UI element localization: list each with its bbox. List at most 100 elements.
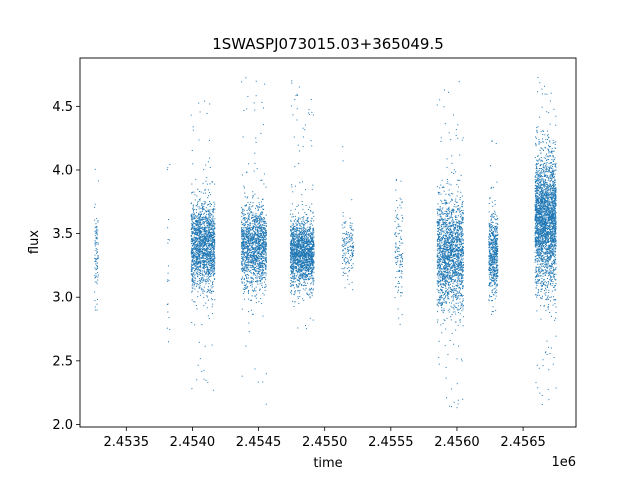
data-point	[167, 279, 169, 281]
data-point	[193, 267, 195, 269]
data-point	[212, 215, 214, 217]
data-point	[209, 265, 211, 267]
data-point	[293, 268, 295, 270]
data-point	[205, 218, 207, 220]
data-point	[305, 248, 307, 250]
data-point	[96, 233, 98, 235]
data-point	[256, 268, 258, 270]
data-point	[210, 275, 212, 277]
data-point	[261, 265, 263, 267]
data-point	[299, 257, 301, 259]
data-point	[199, 256, 201, 258]
data-point	[298, 276, 300, 278]
data-point	[193, 211, 195, 213]
data-point	[261, 224, 263, 226]
data-point	[249, 281, 251, 283]
data-point	[248, 242, 250, 244]
data-point	[212, 246, 214, 248]
data-point	[289, 282, 291, 284]
data-point	[258, 220, 260, 222]
data-point	[300, 238, 302, 240]
data-point	[192, 274, 194, 276]
data-point	[257, 248, 259, 250]
data-point	[198, 258, 200, 260]
data-point	[299, 253, 301, 255]
data-point	[290, 232, 292, 234]
data-point	[254, 223, 256, 225]
data-point	[300, 240, 302, 242]
data-point	[241, 212, 243, 214]
data-point	[306, 238, 308, 240]
data-point	[302, 233, 304, 235]
data-point	[206, 223, 208, 225]
data-point	[247, 240, 249, 242]
data-point	[295, 246, 297, 248]
data-point	[196, 230, 198, 232]
data-point	[196, 216, 198, 218]
data-point	[197, 267, 199, 269]
data-point	[210, 203, 212, 205]
data-point	[254, 233, 256, 235]
data-point	[296, 248, 298, 250]
data-point	[242, 238, 244, 240]
data-point	[245, 257, 247, 259]
data-point	[249, 265, 251, 267]
data-point	[214, 260, 216, 262]
data-point	[256, 294, 258, 296]
data-point	[260, 275, 262, 277]
data-point	[265, 264, 267, 266]
data-point	[201, 203, 203, 205]
data-point	[257, 283, 259, 285]
data-point	[244, 264, 246, 266]
data-point	[197, 200, 199, 202]
data-point	[299, 290, 301, 292]
data-point	[249, 237, 251, 239]
data-point	[263, 226, 265, 228]
data-point	[252, 252, 254, 254]
data-point	[207, 272, 209, 274]
data-point	[293, 226, 295, 228]
data-point	[262, 227, 264, 229]
data-point	[302, 244, 304, 246]
data-point	[309, 245, 311, 247]
data-point	[243, 254, 245, 255]
data-point	[306, 252, 308, 254]
data-point	[243, 251, 245, 253]
data-point	[202, 234, 204, 236]
data-point	[265, 259, 267, 261]
data-point	[297, 261, 299, 263]
data-point	[303, 231, 305, 233]
data-point	[292, 263, 294, 265]
data-point	[207, 233, 209, 235]
data-point	[198, 279, 200, 281]
data-point	[305, 268, 307, 270]
data-point	[295, 222, 297, 224]
data-point	[292, 300, 294, 302]
data-point	[208, 213, 210, 215]
data-point	[303, 241, 305, 243]
data-point	[296, 256, 298, 258]
data-point	[208, 239, 210, 241]
data-point	[304, 249, 306, 251]
data-point	[201, 277, 203, 279]
data-point	[254, 255, 256, 257]
data-point	[309, 276, 311, 278]
data-point	[200, 230, 202, 232]
data-point	[305, 260, 307, 262]
data-point	[198, 260, 200, 262]
data-point	[249, 259, 251, 261]
data-point	[301, 259, 303, 261]
data-point	[200, 237, 202, 239]
data-point	[297, 227, 299, 229]
data-point	[202, 241, 204, 243]
data-point	[302, 267, 303, 269]
data-point	[97, 257, 99, 259]
data-point	[202, 275, 204, 277]
data-point	[261, 247, 263, 249]
data-point	[194, 223, 196, 225]
data-point	[206, 235, 208, 237]
data-point	[305, 228, 307, 230]
data-point	[244, 261, 246, 263]
data-point	[257, 217, 259, 219]
data-point	[292, 245, 294, 247]
